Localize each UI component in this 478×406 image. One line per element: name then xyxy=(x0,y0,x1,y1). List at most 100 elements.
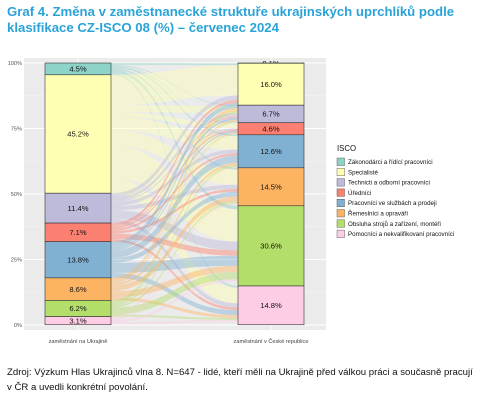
source-note: Zdroj: Výzkum Hlas Ukrajinců vlna 8. N=6… xyxy=(7,367,473,393)
ukraine-stratum-label: 7.1% xyxy=(69,228,87,237)
alluvial-svg: 0% 25% 50% 75% 100% 4.5% 45.2% 11.4% 7.1% 13.8% 8.… xyxy=(8,58,454,345)
legend-swatch xyxy=(336,188,345,197)
flow-ribbon xyxy=(111,102,238,247)
flow-ribbon xyxy=(111,271,238,315)
y-tick-label: 25% xyxy=(11,258,22,264)
legend-label: Pomocníci a nekvalifikovaní pracovníci xyxy=(348,231,454,238)
y-tick-label: 100% xyxy=(8,61,22,67)
flow-ribbon xyxy=(111,113,238,202)
legend-label: Technicti a odborní pracovníci xyxy=(348,180,430,187)
legend-label: Specialisté xyxy=(348,169,378,176)
flow-ribbon xyxy=(111,314,238,320)
ukraine-stratum xyxy=(44,316,112,326)
ukraine-stratum xyxy=(44,74,112,194)
flow-ribbon xyxy=(111,117,238,250)
flow-ribbon xyxy=(111,196,238,292)
flow-ribbon xyxy=(111,130,238,251)
flow-ribbon xyxy=(111,218,238,308)
flow-ribbon xyxy=(111,297,238,318)
czech-stratum xyxy=(237,62,305,106)
ukraine-stratum-label: 11.4% xyxy=(68,204,89,213)
alluvial-chart: 0% 25% 50% 75% 100% 4.5% 45.2% 11.4% 7.1% 13.8% 8.… xyxy=(0,52,478,352)
flow-ribbon xyxy=(111,233,238,256)
flow-ribbon xyxy=(111,210,238,251)
flow-ribbon xyxy=(111,111,238,303)
flow-ribbon xyxy=(111,116,238,150)
czech-stratum xyxy=(237,167,305,207)
czech-stratum-label: 30.6% xyxy=(260,242,282,251)
czech-stratum-label: 14.5% xyxy=(260,182,282,191)
flow-ribbon xyxy=(111,112,238,129)
flow-ribbon xyxy=(111,319,238,325)
flow-ribbon xyxy=(111,65,238,124)
flow-ribbon xyxy=(111,165,238,306)
ukraine-stratum-label: 6.2% xyxy=(69,304,87,313)
flow-ribbon xyxy=(111,203,238,321)
flow-ribbon xyxy=(111,201,238,308)
flow-ribbon xyxy=(111,133,238,304)
legend-swatch xyxy=(336,198,345,207)
legend-label: Řemeslníci a opraváři xyxy=(348,210,408,218)
flow-ribbon xyxy=(111,149,238,207)
flow-ribbon xyxy=(111,99,238,226)
flow-ribbon xyxy=(111,153,238,231)
flow-ribbon xyxy=(111,108,238,282)
flow-ribbon xyxy=(111,113,238,318)
czech-stratum xyxy=(237,134,305,169)
czech-stratum-label: 16.0% xyxy=(260,80,282,89)
legend-label: Obsluha strojů a zařízení, montéři xyxy=(348,221,441,228)
legend-label: Zákonodárci a řídící pracovníci xyxy=(348,159,433,166)
legend-swatch xyxy=(336,157,345,166)
chart-title: Graf 4. Změna v zaměstnanecké struktuře … xyxy=(7,4,455,35)
flow-ribbon xyxy=(111,191,238,263)
czech-stratum xyxy=(237,285,305,326)
czech-stratum-label: 12.6% xyxy=(260,147,282,156)
flow-ribbon xyxy=(111,132,238,284)
ukraine-stratum xyxy=(44,192,112,224)
legend-swatch xyxy=(336,229,345,238)
czech-stratum-label: 6.7% xyxy=(262,110,280,119)
flow-ribbon xyxy=(111,265,238,298)
ukraine-stratum-label: 8.6% xyxy=(69,285,87,294)
ukraine-stratum-label: 45.2% xyxy=(67,130,89,139)
ukraine-stratum-label: 3.1% xyxy=(69,316,87,325)
legend-swatch xyxy=(336,168,345,177)
legend-swatch xyxy=(336,219,345,228)
x-axis-label-ukraine: zaměstnání na Ukrajině xyxy=(49,339,108,345)
legend-label: Úředníci xyxy=(348,190,371,197)
flow-ribbon xyxy=(111,177,238,304)
flow-ribbon xyxy=(111,155,238,259)
flow-ribbon xyxy=(111,130,238,185)
flow-ribbon xyxy=(111,116,238,228)
flow-ribbon xyxy=(111,129,238,229)
ukraine-stratum-label: 4.5% xyxy=(69,65,87,74)
flow-ribbon xyxy=(111,119,238,283)
flow-ribbon xyxy=(111,65,238,106)
flow-ribbon xyxy=(111,272,238,315)
legend-swatch xyxy=(336,209,345,218)
legend-title: ISCO xyxy=(337,144,356,153)
legend-swatch xyxy=(336,178,345,187)
czech-stratum-label: 14.8% xyxy=(260,301,282,310)
flow-ribbon xyxy=(111,255,238,273)
flow-ribbon xyxy=(111,145,238,242)
flow-ribbon xyxy=(111,67,238,170)
flow-ribbon xyxy=(111,166,238,320)
flow-ribbon xyxy=(111,121,238,304)
flow-ribbon xyxy=(111,73,238,288)
czech-stratum xyxy=(237,205,305,287)
y-tick-label: 75% xyxy=(11,127,22,133)
flow-ribbon xyxy=(111,188,238,234)
czech-stratum-label: 4.6% xyxy=(262,124,280,133)
flow-ribbon xyxy=(111,105,238,114)
x-axis-label-czech: zaměstnání v České republice xyxy=(234,338,309,345)
flow-ribbon xyxy=(111,66,238,137)
y-tick-label: 0% xyxy=(14,323,22,329)
flow-ribbon xyxy=(111,128,238,203)
flow-ribbon xyxy=(111,279,238,323)
flow-ribbon xyxy=(111,95,238,198)
flow-ribbon xyxy=(111,184,238,211)
flow-ribbon xyxy=(111,64,238,106)
flow-ribbon xyxy=(111,162,238,286)
legend-label: Pracovníci ve službách a prodeji xyxy=(348,200,437,207)
